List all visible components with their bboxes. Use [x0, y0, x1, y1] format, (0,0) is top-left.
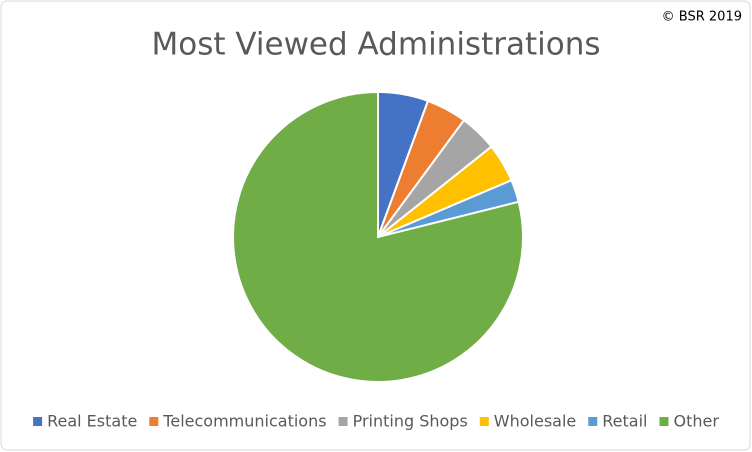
legend-swatch — [338, 417, 348, 426]
annotation: © BSR 2019 — [662, 10, 742, 25]
legend-swatch — [588, 417, 598, 426]
legend-swatch — [479, 417, 489, 426]
legend-swatch — [149, 417, 159, 426]
legend-label: Printing Shops — [353, 412, 468, 431]
legend: Real Estate Telecommunications Printing Sh… — [33, 412, 719, 431]
legend-swatch — [659, 417, 669, 426]
legend-label: Other — [673, 412, 719, 431]
legend-label: Retail — [602, 412, 647, 431]
legend-label: Real Estate — [47, 412, 137, 431]
legend-label: Telecommunications — [162, 412, 326, 431]
pie-slice — [232, 90, 524, 383]
legend-label: Wholesale — [494, 412, 576, 431]
chart-title: Most Viewed Administrations — [151, 27, 600, 63]
legend-swatch — [33, 417, 43, 426]
